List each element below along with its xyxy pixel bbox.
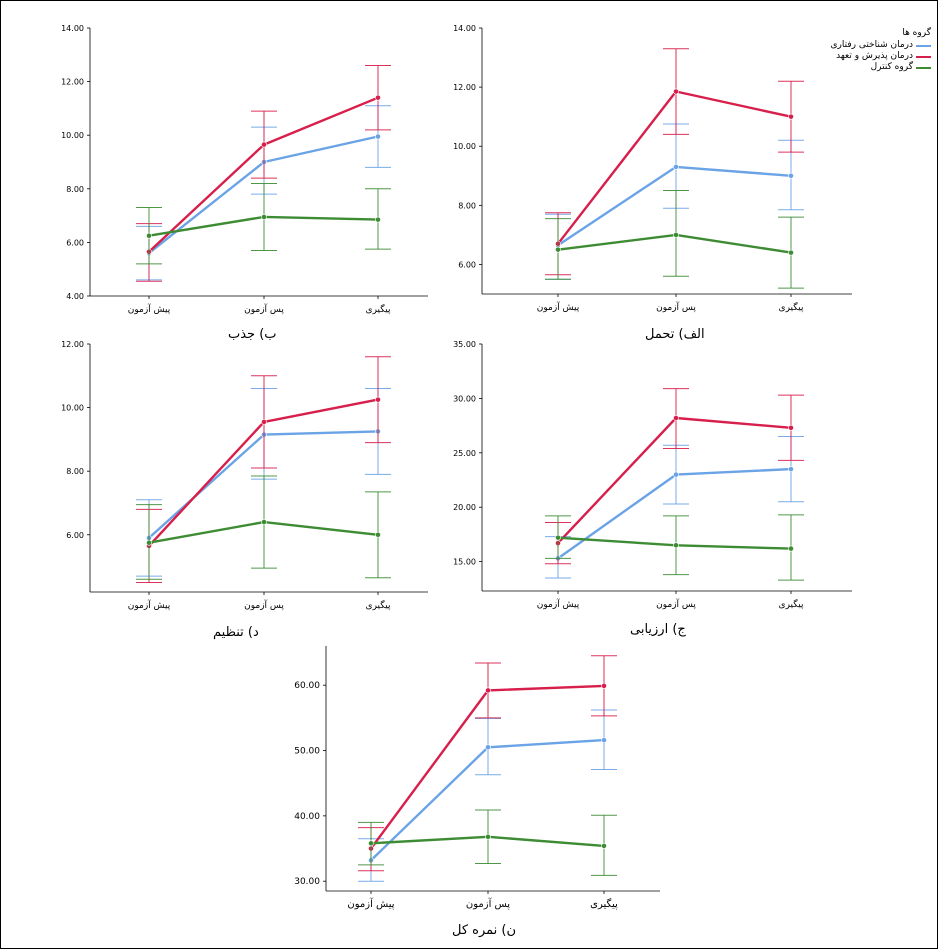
appraisal-point-act — [788, 424, 794, 431]
appraisal-x-tick-label: پس آزمون — [656, 598, 696, 610]
appraisal-point-cbt — [673, 471, 679, 478]
regulation-y-tick-label: 8.00 — [66, 467, 84, 476]
total-point-act — [485, 687, 491, 694]
appraisal-series-line-act — [557, 416, 792, 544]
legend-swatch-control — [916, 67, 931, 69]
total-y-tick-label: 30.00 — [294, 877, 320, 887]
legend-title: گروه ها — [902, 28, 931, 38]
regulation-point-control — [146, 539, 152, 546]
tolerance-point-cbt — [788, 172, 794, 179]
total-point-control — [485, 833, 491, 840]
tolerance-y-tick-label: 12.00 — [453, 83, 476, 92]
attraction-point-act — [261, 141, 267, 148]
appraisal-y-tick-label: 15.00 — [453, 558, 476, 567]
total-point-cbt — [601, 737, 607, 743]
attraction-x-tick-label: پیش آزمون — [128, 303, 171, 315]
legend: گروه ها درمان شناختی رفتاری درمان پذیرش … — [815, 28, 931, 73]
attraction-y-tick-label: 8.00 — [66, 185, 84, 194]
legend-item-control: گروه کنترل — [815, 62, 931, 73]
total-x-tick-label: پیگیری — [590, 898, 618, 910]
tolerance-point-cbt — [673, 164, 679, 170]
attraction-y-tick-label: 12.00 — [61, 78, 84, 87]
attraction-point-act — [375, 94, 381, 101]
regulation-point-act — [375, 396, 381, 403]
total-x-tick-label: پس آزمون — [466, 897, 510, 910]
legend-swatch-cbt — [916, 45, 931, 47]
appraisal-point-control — [673, 542, 679, 549]
attraction-y-tick-label: 4.00 — [66, 292, 84, 301]
appraisal-x-tick-label: پیش آزمون — [537, 598, 580, 610]
attraction-point-control — [261, 214, 267, 220]
regulation-y-tick-label: 6.00 — [66, 531, 84, 540]
appraisal-y-tick-label: 20.00 — [453, 503, 476, 512]
panel-title-total: ن) نمره کل — [452, 923, 517, 938]
total-y-tick-label: 50.00 — [294, 747, 320, 757]
tolerance-point-control — [555, 246, 561, 253]
appraisal-point-control — [788, 545, 794, 552]
tolerance-x-tick-label: پس آزمون — [656, 301, 696, 313]
total-point-act — [601, 682, 607, 689]
regulation-x-tick-label: پیگیری — [366, 599, 391, 611]
tolerance-point-act — [788, 113, 794, 120]
regulation-x-tick-label: پس آزمون — [244, 599, 284, 611]
total-y-tick-label: 40.00 — [294, 812, 320, 822]
appraisal-y-tick-label: 30.00 — [453, 394, 476, 403]
attraction-x-tick-label: پس آزمون — [244, 303, 284, 315]
appraisal-point-act — [673, 415, 679, 421]
regulation-point-act — [261, 418, 267, 425]
regulation-y-tick-label: 10.00 — [61, 404, 84, 413]
tolerance-y-tick-label: 8.00 — [458, 201, 476, 210]
legend-item-act: درمان پذیرش و تعهد — [815, 51, 931, 62]
attraction-x-tick-label: پیگیری — [366, 303, 391, 315]
total-x-tick-label: پیش آزمون — [347, 897, 394, 910]
regulation-point-control — [261, 519, 267, 525]
tolerance-y-tick-label: 14.00 — [453, 24, 476, 33]
legend-swatch-act — [916, 56, 931, 58]
appraisal-x-tick-label: پیگیری — [779, 598, 804, 610]
tolerance-x-tick-label: پیش آزمون — [537, 301, 580, 313]
tolerance-point-control — [673, 231, 679, 238]
total-point-cbt — [485, 744, 491, 751]
panel-title-appraisal: ج) ارزیابی — [630, 622, 686, 637]
tolerance-y-tick-label: 6.00 — [458, 260, 476, 269]
appraisal-point-control — [555, 534, 561, 541]
legend-label-act: درمان پذیرش و تعهد — [836, 51, 913, 61]
tolerance-point-control — [788, 249, 794, 256]
tolerance-point-act — [673, 88, 679, 95]
legend-label-cbt: درمان شناختی رفتاری — [830, 40, 913, 50]
panel-title-attraction: ب) جذب — [228, 327, 277, 342]
attraction-point-cbt — [375, 133, 381, 140]
total-y-tick-label: 60.00 — [294, 681, 320, 691]
appraisal-point-cbt — [788, 466, 794, 473]
regulation-x-tick-label: پیش آزمون — [128, 599, 171, 611]
attraction-y-tick-label: 14.00 — [61, 24, 84, 33]
appraisal-y-tick-label: 25.00 — [453, 449, 476, 458]
tolerance-series-line-control — [557, 233, 792, 254]
attraction-y-tick-label: 6.00 — [66, 238, 84, 247]
legend-label-control: گروه کنترل — [870, 62, 913, 72]
attraction-point-control — [375, 216, 381, 223]
total-point-control — [601, 843, 607, 849]
legend-item-cbt: درمان شناختی رفتاری — [815, 40, 931, 51]
regulation-point-control — [375, 531, 381, 538]
total-point-control — [368, 840, 374, 847]
panel-title-tolerance: الف) تحمل — [645, 327, 705, 342]
appraisal-y-tick-label: 35.00 — [453, 340, 476, 349]
attraction-y-tick-label: 10.00 — [61, 131, 84, 140]
tolerance-y-tick-label: 10.00 — [453, 142, 476, 151]
tolerance-x-tick-label: پیگیری — [779, 301, 804, 313]
attraction-point-control — [146, 232, 152, 239]
panel-title-regulation: د) تنظیم — [213, 625, 259, 640]
regulation-y-tick-label: 12.00 — [61, 340, 84, 349]
